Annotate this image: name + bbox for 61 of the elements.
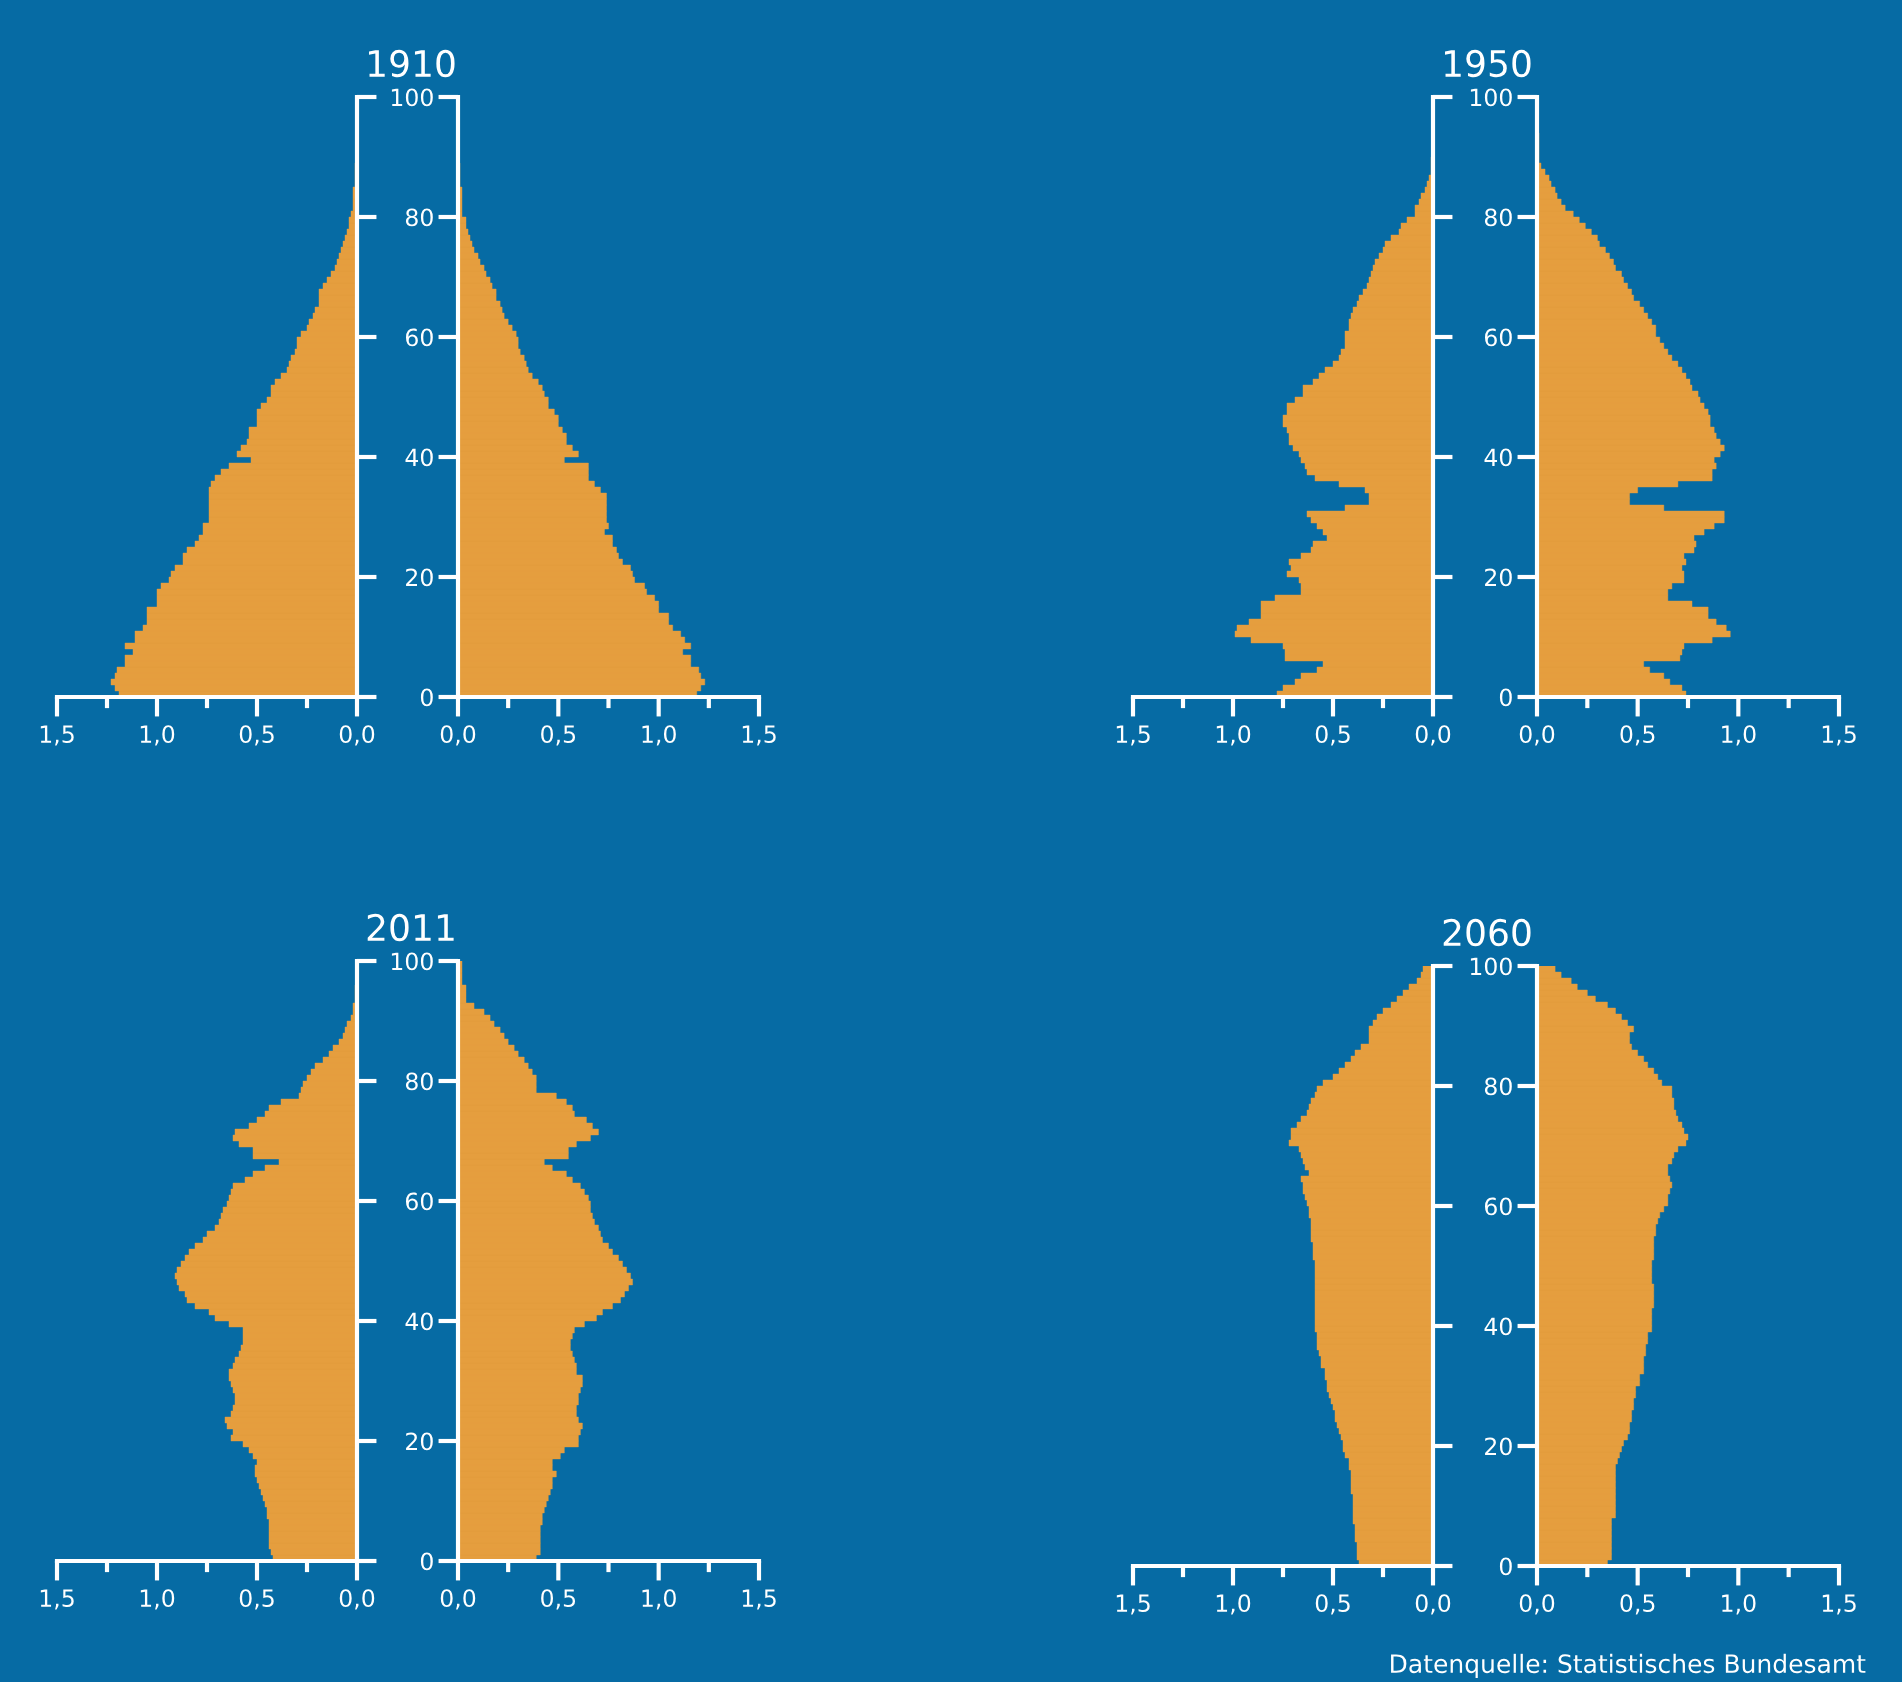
x-tick-label: 0,5 xyxy=(239,1589,274,1610)
x-tick-label: 0,0 xyxy=(339,1589,375,1610)
x-tick-label: 0,5 xyxy=(541,725,576,746)
x-tick-label: 1,5 xyxy=(1822,725,1856,746)
x-tick-label: 0,5 xyxy=(1315,1594,1350,1615)
x-tick-label: 1,5 xyxy=(742,1589,776,1610)
y-tick-label: 20 xyxy=(406,568,433,587)
y-tick-label: 60 xyxy=(405,328,433,347)
y-tick-label: 0 xyxy=(420,1552,433,1571)
x-tick-label: 1,5 xyxy=(40,725,74,746)
x-tick-label: 1,5 xyxy=(1116,1594,1150,1615)
x-tick-label: 0,5 xyxy=(1620,1594,1655,1615)
x-tick-label: 0,5 xyxy=(541,1589,576,1610)
x-tick-label: 0,0 xyxy=(1519,725,1555,746)
x-tick-label: 1,0 xyxy=(1722,1594,1756,1615)
x-tick-label: 0,5 xyxy=(1315,725,1350,746)
y-tick-label: 80 xyxy=(1484,1077,1512,1096)
y-tick-label: 80 xyxy=(405,1072,433,1091)
y-tick-label: 100 xyxy=(1470,957,1512,976)
y-tick-label: 100 xyxy=(391,952,433,971)
y-tick-label: 100 xyxy=(391,88,433,107)
x-tick-label: 1,0 xyxy=(1722,725,1756,746)
chart-title: 2011 xyxy=(367,913,454,942)
x-tick-label: 1,5 xyxy=(742,725,776,746)
x-tick-label: 1,0 xyxy=(642,725,676,746)
x-tick-label: 0,0 xyxy=(1415,725,1451,746)
y-tick-label: 60 xyxy=(1484,1197,1512,1216)
y-tick-label: 100 xyxy=(1470,88,1512,107)
chart-title: 1910 xyxy=(369,49,455,78)
x-tick-label: 1,0 xyxy=(140,1589,175,1610)
y-tick-label: 60 xyxy=(1484,328,1512,347)
y-tick-label: 40 xyxy=(1484,1317,1512,1336)
x-tick-label: 0,0 xyxy=(1519,1594,1555,1615)
x-tick-label: 1,5 xyxy=(40,1589,74,1610)
y-tick-label: 60 xyxy=(405,1192,433,1211)
y-tick-label: 0 xyxy=(1499,1557,1512,1576)
y-tick-label: 40 xyxy=(405,448,433,467)
y-tick-label: 0 xyxy=(1499,688,1512,707)
y-tick-label: 80 xyxy=(1484,208,1512,227)
y-tick-label: 20 xyxy=(1485,1437,1512,1456)
x-tick-label: 1,5 xyxy=(1822,1594,1856,1615)
y-tick-label: 20 xyxy=(1485,568,1512,587)
text: Datenquelle: Statistisches Bundesamt xyxy=(1391,1653,1866,1678)
y-tick-label: 80 xyxy=(405,208,433,227)
x-tick-label: 1,0 xyxy=(1216,1594,1251,1615)
x-tick-label: 0,5 xyxy=(1620,725,1655,746)
y-tick-label: 0 xyxy=(420,688,433,707)
x-tick-label: 1,0 xyxy=(140,725,175,746)
x-tick-label: 0,5 xyxy=(239,725,274,746)
x-tick-label: 1,0 xyxy=(642,1589,676,1610)
chart-title: 1950 xyxy=(1445,49,1531,78)
x-tick-label: 0,0 xyxy=(1415,1594,1451,1615)
x-tick-label: 0,0 xyxy=(440,1589,476,1610)
x-tick-label: 1,0 xyxy=(1216,725,1251,746)
x-tick-label: 0,0 xyxy=(440,725,476,746)
y-tick-label: 40 xyxy=(405,1312,433,1331)
x-tick-label: 1,5 xyxy=(1116,725,1150,746)
y-tick-label: 20 xyxy=(406,1432,433,1451)
chart-title: 2060 xyxy=(1443,918,1531,947)
y-tick-label: 40 xyxy=(1484,448,1512,467)
x-tick-label: 0,0 xyxy=(339,725,375,746)
